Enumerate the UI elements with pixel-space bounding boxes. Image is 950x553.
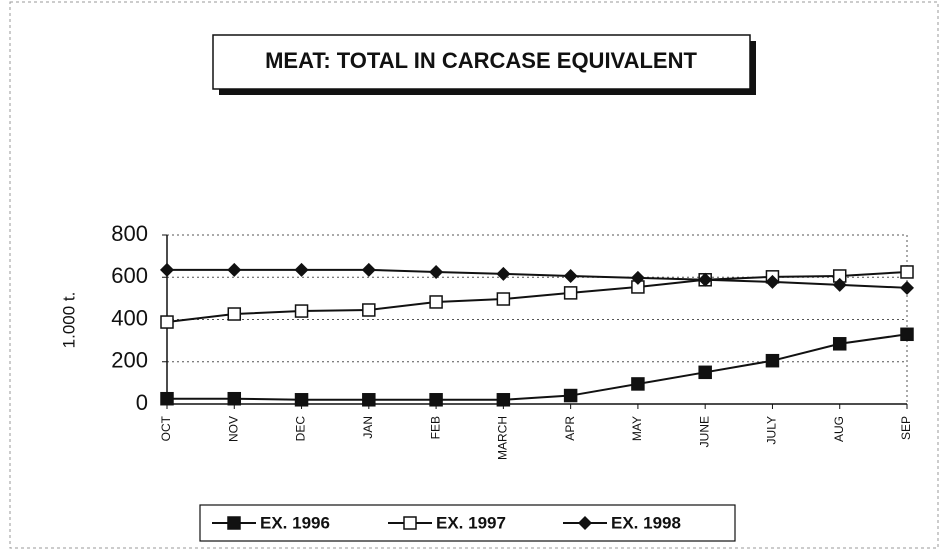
data-point	[294, 393, 309, 407]
series-line	[167, 333, 908, 401]
x-tick-label: APR	[563, 416, 577, 441]
x-tick-label: MAY	[630, 416, 644, 441]
x-tick-label: JAN	[361, 416, 375, 439]
data-point	[429, 393, 443, 407]
data-point	[698, 365, 712, 380]
x-tick-label: NOV	[226, 416, 240, 442]
data-point	[227, 391, 242, 406]
data-point	[160, 391, 174, 406]
data-point	[362, 303, 376, 317]
y-tick-label: 0	[136, 390, 148, 415]
data-point	[429, 264, 444, 279]
data-point	[630, 270, 645, 285]
data-point	[631, 377, 645, 391]
x-tick-label: JULY	[765, 416, 779, 444]
x-tick-label: MARCH	[496, 416, 510, 460]
legend-label: EX. 1997	[436, 513, 506, 532]
data-point	[429, 295, 443, 309]
data-point	[496, 292, 511, 306]
data-point	[563, 268, 578, 283]
data-point	[361, 262, 376, 277]
data-point	[900, 265, 914, 279]
legend-label: EX. 1998	[611, 513, 681, 532]
data-point	[765, 353, 780, 368]
data-point	[160, 315, 174, 329]
data-point	[160, 262, 174, 277]
legend-box	[199, 504, 736, 542]
x-tick-label: FEB	[428, 416, 442, 439]
data-point	[563, 388, 578, 403]
x-tick-label: SEP	[899, 416, 913, 440]
y-tick-label: 600	[111, 263, 148, 288]
legend-marker	[403, 516, 417, 530]
data-point	[698, 272, 713, 287]
x-tick-label: AUG	[832, 416, 846, 442]
data-point	[900, 327, 914, 342]
data-point	[362, 393, 376, 407]
data-point	[765, 274, 780, 289]
data-point	[227, 262, 242, 277]
data-point	[563, 286, 578, 300]
y-tick-label: 200	[111, 348, 148, 373]
legend-marker	[578, 516, 592, 530]
data-point	[496, 393, 511, 407]
data-point	[832, 277, 847, 292]
data-point	[900, 280, 914, 295]
y-tick-label: 800	[111, 221, 148, 246]
data-point	[294, 262, 309, 277]
title-box	[212, 34, 751, 90]
x-tick-label: DEC	[294, 416, 308, 442]
y-axis-label: 1.000 t.	[59, 292, 78, 349]
x-tick-label: OCT	[159, 415, 173, 441]
data-point	[294, 304, 309, 318]
legend-marker	[227, 516, 241, 530]
frame	[9, 1, 939, 549]
x-tick-label: JUNE	[697, 416, 711, 447]
series-line	[166, 270, 908, 324]
data-point	[832, 337, 847, 351]
y-tick-label: 400	[111, 305, 148, 330]
data-point	[227, 307, 242, 321]
legend-label: EX. 1996	[260, 513, 330, 532]
chart-title: MEAT: TOTAL IN CARCASE EQUIVALENT	[265, 48, 697, 73]
series-line	[167, 268, 908, 289]
data-point	[496, 266, 511, 281]
